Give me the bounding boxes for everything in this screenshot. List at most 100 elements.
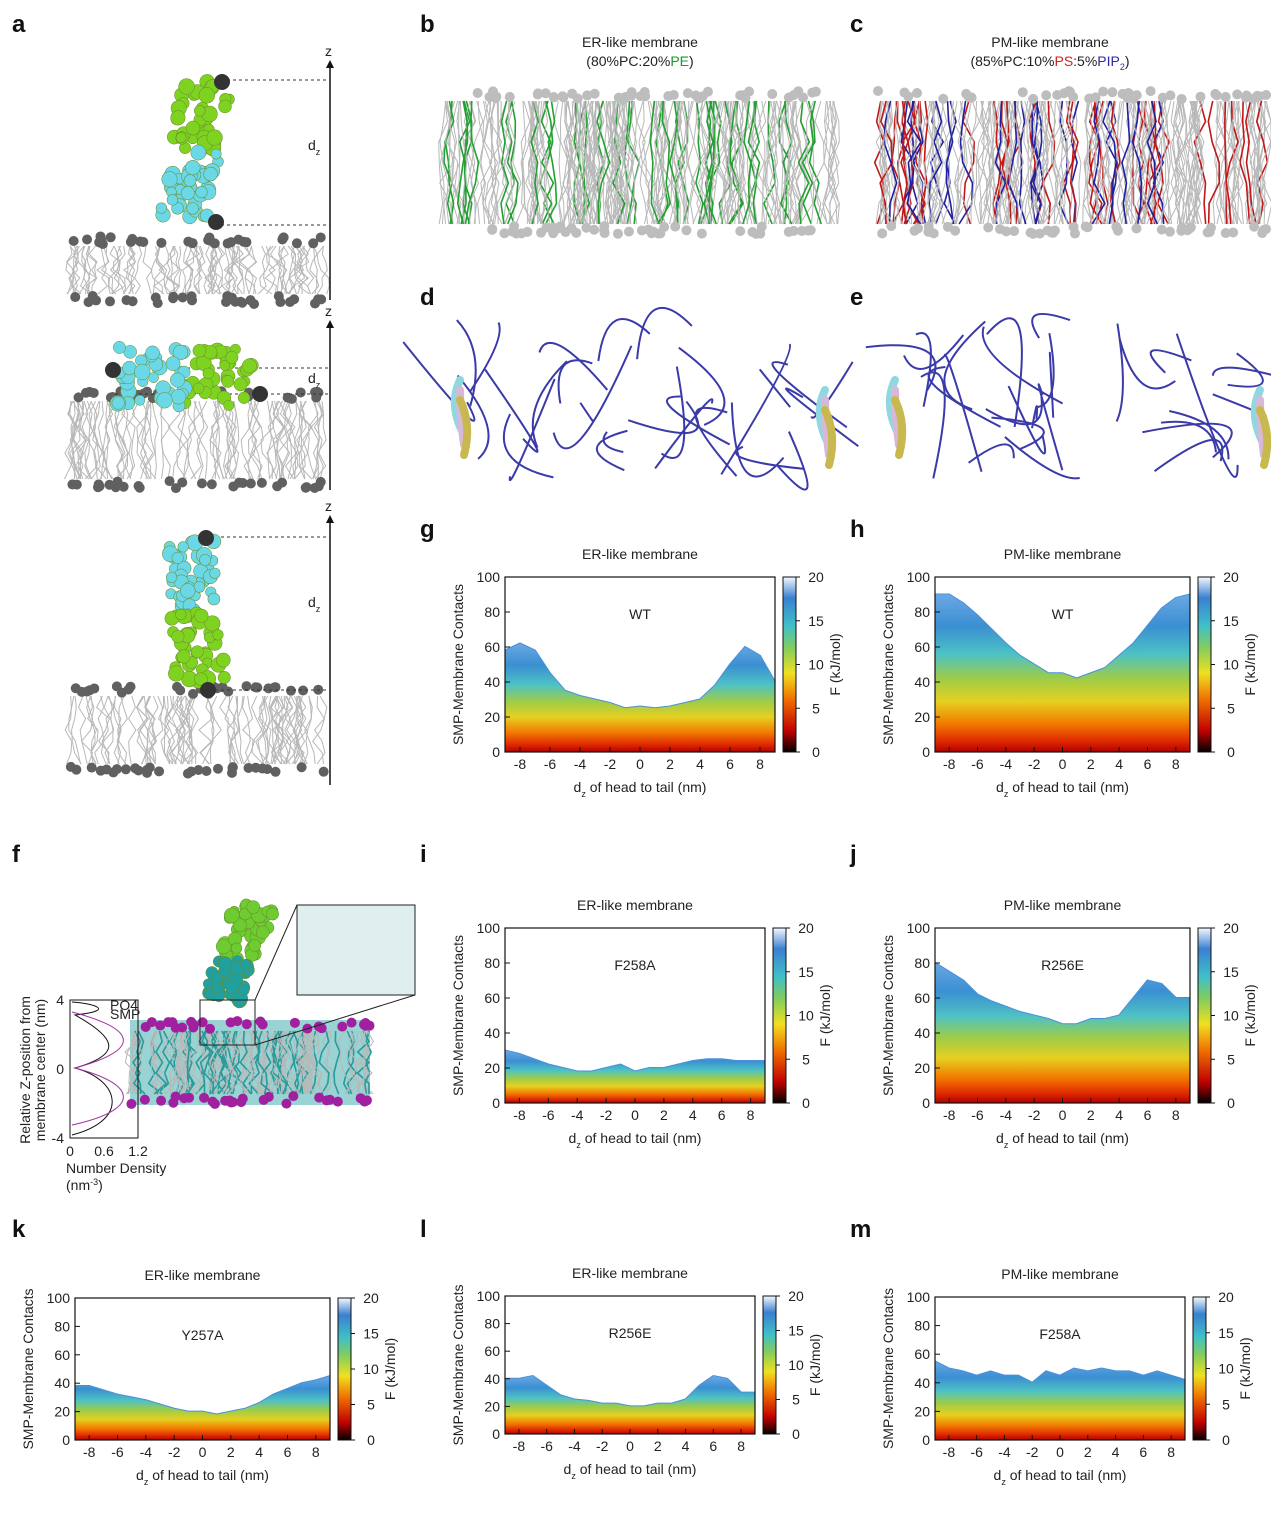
lipid-tail xyxy=(770,100,779,225)
x-tick-label: 6 xyxy=(1144,1107,1152,1123)
lipid-tail xyxy=(310,400,324,480)
x-label-main: d xyxy=(136,1467,144,1483)
y-axis-label: SMP-Membrane Contacts xyxy=(880,584,896,745)
lipid-tail xyxy=(256,1030,271,1095)
y-tick-label: 100 xyxy=(477,1288,501,1304)
lipid-tail xyxy=(127,245,136,295)
lipid-tail xyxy=(480,100,493,225)
lipid-tail xyxy=(1245,100,1254,225)
lipid-tail xyxy=(303,695,312,765)
x-tick-label: -8 xyxy=(513,1438,526,1454)
lipid-head xyxy=(285,685,296,696)
lipid-tail xyxy=(269,695,282,765)
x-tick-label: 2 xyxy=(227,1444,235,1460)
loop xyxy=(891,396,907,459)
lipid-tail xyxy=(225,1030,240,1095)
lipid-head xyxy=(798,92,809,103)
colorbar-tick-label: 0 xyxy=(367,1432,375,1448)
y-tick-label: 100 xyxy=(47,1290,71,1306)
lipid-tail xyxy=(132,1030,146,1095)
lipid-tail xyxy=(169,695,181,765)
lipid-tail xyxy=(117,245,127,295)
colorbar-tick-label: 5 xyxy=(812,700,820,716)
ribbon-strand xyxy=(456,319,477,407)
colorbar-tick-label: 15 xyxy=(788,1323,804,1339)
x-axis-label: dz of head to tail (nm) xyxy=(136,1467,269,1487)
lipid-tail xyxy=(167,400,181,480)
lipid-tail xyxy=(194,245,206,295)
lipid-tail xyxy=(674,100,682,225)
ribbon-strand xyxy=(502,413,554,479)
lipid-tail xyxy=(117,695,127,765)
x-tick-label: -8 xyxy=(83,1444,96,1460)
protein-bead xyxy=(145,345,160,361)
lipid-tail xyxy=(72,245,82,295)
ribbon-strand xyxy=(1004,436,1080,480)
lipid-tail xyxy=(448,100,462,225)
x-tick-label: 2 xyxy=(1084,1444,1092,1460)
x-tick-label: 4 xyxy=(689,1107,697,1123)
lipid-head xyxy=(241,1019,252,1030)
lipid-tail xyxy=(1224,100,1232,225)
lipid-tail xyxy=(508,100,522,225)
lipid-tail xyxy=(799,100,814,225)
lipid-tail xyxy=(1051,100,1063,225)
y-tick-label: 80 xyxy=(484,1316,500,1332)
protein-bead xyxy=(237,391,251,404)
free-energy-area xyxy=(935,1361,1185,1440)
lipid-tail xyxy=(151,400,159,480)
lipid-tail xyxy=(179,400,190,480)
lipid-tail xyxy=(186,1030,196,1095)
lipid-tail xyxy=(277,1030,287,1095)
ribbon-strand xyxy=(1142,422,1233,459)
lipid-tail xyxy=(1038,100,1051,225)
lipid-tail xyxy=(1196,100,1205,225)
lipid-tail xyxy=(904,100,918,225)
lipid-tail xyxy=(536,100,549,225)
y-tick-label: 40 xyxy=(484,1371,500,1387)
lipid-tail xyxy=(577,100,591,225)
lipid-tail xyxy=(288,245,302,295)
lipid-tail xyxy=(301,1030,314,1095)
ribbon-strand xyxy=(1211,366,1271,376)
lipid-tail xyxy=(505,100,519,225)
lipid-head xyxy=(95,231,106,242)
protein-bead xyxy=(248,939,262,952)
lipid-head xyxy=(1111,221,1122,232)
lipid-tail xyxy=(1151,100,1163,225)
lipid-head xyxy=(126,1098,137,1109)
lipid-head xyxy=(112,476,123,487)
colorbar-tick-label: 10 xyxy=(808,657,824,673)
protein-bead xyxy=(215,938,232,955)
lipid-tail xyxy=(988,100,999,225)
lipid-tail xyxy=(212,245,223,295)
lipid-head xyxy=(230,296,241,307)
lipid-tail xyxy=(987,100,992,225)
lipid-tail xyxy=(1052,100,1065,225)
lipid-tail xyxy=(602,100,615,225)
lipid-tail xyxy=(582,100,593,225)
lipid-head xyxy=(995,224,1006,235)
colorbar xyxy=(772,927,787,1104)
membrane-illustration xyxy=(438,86,840,239)
lipid-tail xyxy=(239,1030,250,1095)
lipid-head xyxy=(273,291,284,302)
lipid-tail xyxy=(983,100,996,225)
lipid-tail xyxy=(163,695,172,765)
lipid-tail xyxy=(520,100,531,225)
lipid-tail xyxy=(183,245,193,295)
ribbon-strand xyxy=(777,431,809,491)
lipid-tail xyxy=(109,245,120,295)
lipid-tail xyxy=(108,245,121,295)
lipid-head xyxy=(912,88,923,99)
y-tick-label: 0 xyxy=(922,1095,930,1111)
protein-bead xyxy=(218,99,232,114)
ribbon-strand xyxy=(484,368,539,453)
lipid-tail xyxy=(569,100,581,225)
lipid-head xyxy=(1240,92,1251,103)
lipid-tail xyxy=(438,100,448,225)
lipid-tail xyxy=(141,400,152,480)
x-tick-label: 8 xyxy=(1172,756,1180,772)
lipid-tail xyxy=(1011,100,1025,225)
x-tick-label: 2 xyxy=(666,756,674,772)
